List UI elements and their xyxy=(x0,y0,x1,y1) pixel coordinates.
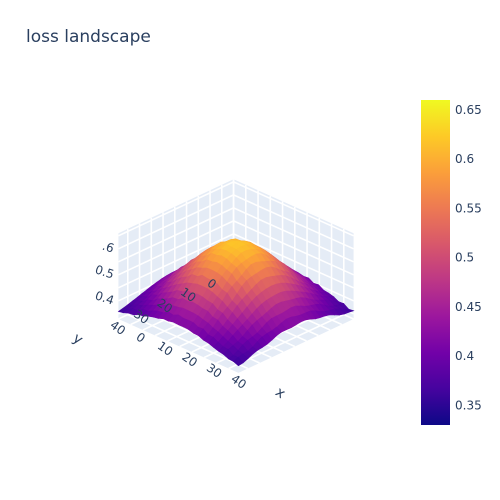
grid-wall-z xyxy=(118,220,234,276)
colorbar-tick-label: 0.65 xyxy=(455,103,482,117)
grid-wall-z xyxy=(233,233,354,289)
grid-wall-z xyxy=(233,220,354,276)
back-wall-y xyxy=(118,179,234,319)
grid-wall-z xyxy=(118,181,234,237)
grid-wall-z xyxy=(233,181,354,237)
grid-wall-z xyxy=(118,207,234,263)
z-tick-label: 0.5 xyxy=(93,262,115,281)
grid-wall-z xyxy=(118,194,234,250)
colorbar-tick-label: 0.45 xyxy=(455,300,482,314)
back-wall-x xyxy=(233,179,354,319)
grid-floor-y xyxy=(127,313,249,370)
colorbar-tick-label: 0.5 xyxy=(455,251,474,265)
grid-wall-z xyxy=(118,233,234,289)
colorbar: 0.35 0.4 0.45 0.5 0.55 0.6 0.65 xyxy=(421,100,482,425)
colorbar-tick-label: 0.55 xyxy=(455,201,482,215)
surface[interactable] xyxy=(117,238,355,367)
y-axis-title: y xyxy=(70,330,86,348)
colorbar-tick-label: 0.6 xyxy=(455,152,474,166)
colorbar-tick-label: 0.4 xyxy=(455,349,474,363)
colorbar-tick-label: 0.35 xyxy=(455,398,482,412)
grid-wall-z xyxy=(233,194,354,250)
x-axis-title: x xyxy=(272,384,288,402)
x-tick-label: 40 xyxy=(228,372,249,392)
grid-wall-z xyxy=(233,207,354,263)
z-tick-label: 0.4 xyxy=(93,288,115,307)
grid-floor-x xyxy=(228,313,345,370)
z-tick-label: .6 xyxy=(101,239,116,256)
chart-title: loss landscape xyxy=(26,27,151,47)
colorbar-scale xyxy=(421,100,450,425)
surface-cell xyxy=(232,356,244,367)
x-tick-label: 0 xyxy=(134,330,148,346)
